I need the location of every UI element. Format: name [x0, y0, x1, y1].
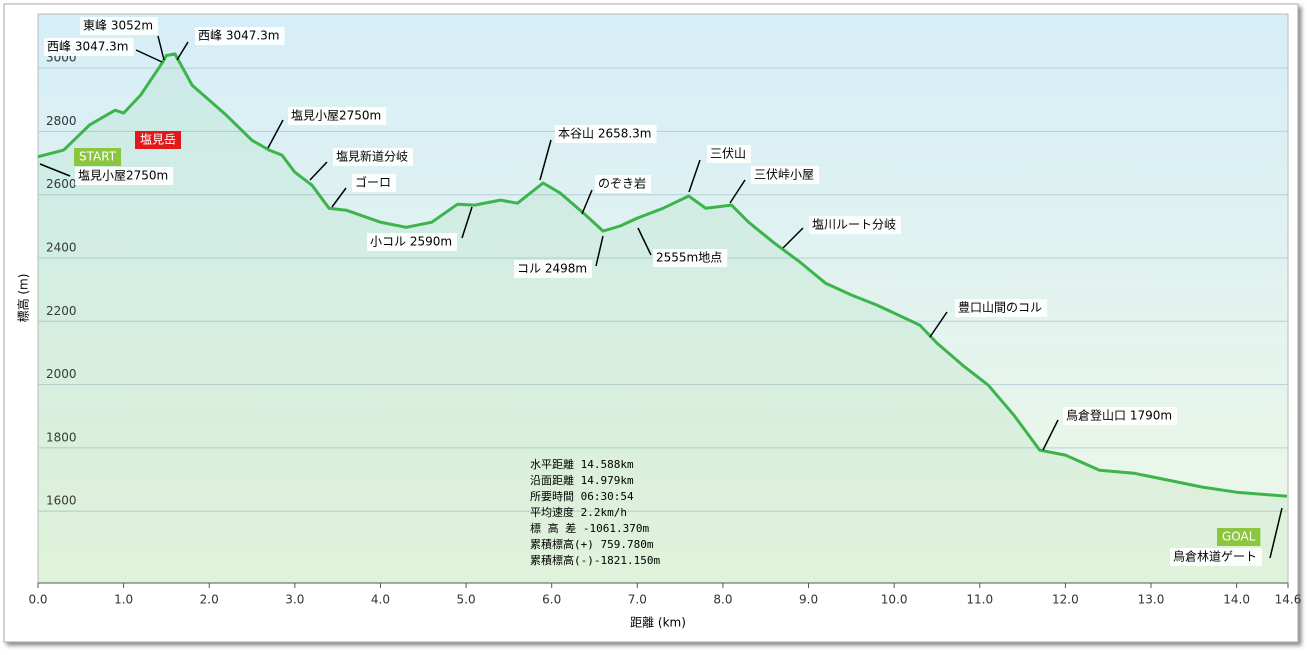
callout-label: 東峰 3052m — [83, 19, 153, 33]
callout-box — [1170, 548, 1263, 566]
callout-label: のぞき岩 — [598, 176, 646, 191]
x-tick-label: 14.0 — [1223, 593, 1250, 607]
callout-box — [288, 107, 387, 125]
callout-label: 塩見小屋2750m — [291, 108, 381, 123]
x-tick-label: 11.0 — [966, 593, 993, 607]
badge-label: 塩見岳 — [140, 132, 176, 147]
y-tick-label: 1800 — [46, 430, 77, 444]
callout-label: コル 2498m — [517, 262, 587, 276]
callout-label: 本谷山 2658.3m — [558, 127, 652, 141]
callout-line — [637, 227, 652, 256]
callout-box — [195, 27, 285, 45]
callout-line — [331, 187, 347, 208]
stat-line: 標 高 差 -1061.370m — [530, 521, 649, 535]
callout-line — [782, 227, 804, 249]
x-tick-label: 14.6 — [1275, 593, 1302, 607]
callout-label: 三伏峠小屋 — [754, 167, 814, 182]
callout-label: 豊口山間のコル — [958, 301, 1042, 315]
callout-line — [688, 159, 701, 193]
callout-label: 鳥倉林道ゲート — [1173, 549, 1257, 564]
callout-line — [135, 49, 163, 63]
callout-label: 西峰 3047.3m — [198, 29, 280, 43]
callout-line — [729, 179, 746, 204]
callout-label: 鳥倉登山口 1790m — [1066, 408, 1172, 423]
callout-box — [367, 233, 458, 251]
stat-line: 沿面距離 14.979km — [530, 473, 634, 487]
callout-box — [555, 125, 657, 143]
x-tick-label: 6.0 — [542, 593, 561, 607]
callout-line — [539, 139, 552, 181]
callout-box — [352, 174, 397, 192]
x-tick-label: 9.0 — [799, 593, 818, 607]
y-tick-label: 2000 — [46, 367, 77, 381]
callout-label: ゴーロ — [355, 175, 391, 190]
callout-box — [1063, 407, 1178, 425]
callout-line — [1269, 507, 1283, 559]
x-tick-label: 4.0 — [371, 593, 390, 607]
callout-box — [751, 166, 820, 184]
y-axis-label: 標高 (m) — [16, 274, 31, 323]
stat-line: 累積標高(-)-1821.150m — [530, 553, 660, 567]
elevation-line — [37, 52, 1288, 498]
x-axis-label: 距離 (km) — [630, 616, 686, 630]
stat-line: 累積標高(+) 759.780m — [530, 537, 654, 551]
callout-line — [157, 35, 165, 61]
callout-line — [1042, 419, 1059, 451]
stat-line: 所要時間 06:30:54 — [530, 490, 634, 503]
plot-area — [37, 13, 1289, 584]
callout-box — [707, 145, 752, 163]
badge-label: GOAL — [1222, 530, 1256, 544]
x-tick-label: 13.0 — [1138, 593, 1165, 607]
x-tick-label: 1.0 — [114, 593, 133, 607]
callout-box — [75, 167, 174, 185]
callout-box — [809, 216, 902, 234]
callout-label: 塩川ルート分岐 — [812, 217, 896, 232]
callout-line — [595, 235, 604, 267]
callout-box — [333, 148, 414, 166]
y-tick-label: 2800 — [46, 114, 77, 128]
callout-line — [929, 311, 948, 338]
badge — [74, 148, 122, 166]
callout-label: 西峰 3047.3m — [47, 40, 129, 54]
callout-box — [44, 38, 134, 56]
stat-line: 水平距離 14.588km — [530, 457, 634, 471]
callout-label: 塩見新道分岐 — [336, 149, 408, 164]
x-tick-label: 0.0 — [28, 593, 47, 607]
callout-line — [581, 189, 593, 215]
x-tick-label: 5.0 — [457, 593, 476, 607]
badge — [135, 131, 182, 149]
callout-label: 2555m地点 — [656, 251, 722, 265]
callout-line — [267, 119, 284, 149]
x-tick-label: 7.0 — [628, 593, 647, 607]
callout-line — [176, 41, 189, 61]
stat-line: 平均速度 2.2km/h — [530, 505, 627, 519]
x-tick-label: 3.0 — [285, 593, 304, 607]
x-tick-label: 12.0 — [1052, 593, 1079, 607]
callout-box — [514, 260, 593, 278]
badge — [1217, 528, 1261, 546]
y-tick-label: 2600 — [46, 177, 77, 191]
callout-line — [309, 161, 328, 181]
y-tick-label: 2200 — [46, 304, 77, 318]
y-tick-label: 1600 — [46, 494, 77, 508]
x-tick-label: 8.0 — [713, 593, 732, 607]
x-tick-label: 10.0 — [881, 593, 908, 607]
callout-box — [80, 17, 159, 35]
callout-box — [653, 249, 728, 267]
x-tick-label: 2.0 — [200, 593, 219, 607]
y-tick-label: 2400 — [46, 240, 77, 254]
badge-label: START — [79, 150, 117, 164]
callout-line — [461, 206, 473, 239]
elevation-area — [38, 53, 1287, 583]
callout-box — [955, 299, 1048, 317]
callout-label: 三伏山 — [710, 147, 746, 161]
callout-box — [595, 175, 652, 193]
callout-label: 小コル 2590m — [370, 235, 452, 249]
callout-label: 塩見小屋2750m — [78, 168, 168, 183]
callout-line — [39, 163, 71, 177]
